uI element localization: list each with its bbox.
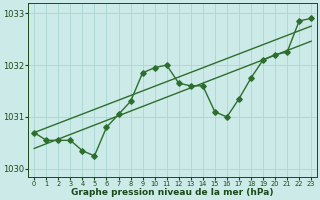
X-axis label: Graphe pression niveau de la mer (hPa): Graphe pression niveau de la mer (hPa) [71,188,274,197]
